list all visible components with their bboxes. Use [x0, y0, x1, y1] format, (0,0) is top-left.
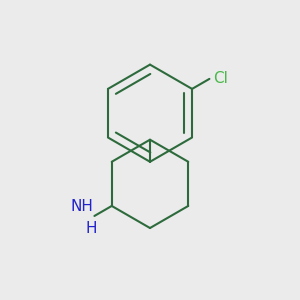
Text: H: H [85, 221, 97, 236]
Text: Cl: Cl [213, 71, 228, 86]
Text: NH: NH [70, 200, 93, 214]
